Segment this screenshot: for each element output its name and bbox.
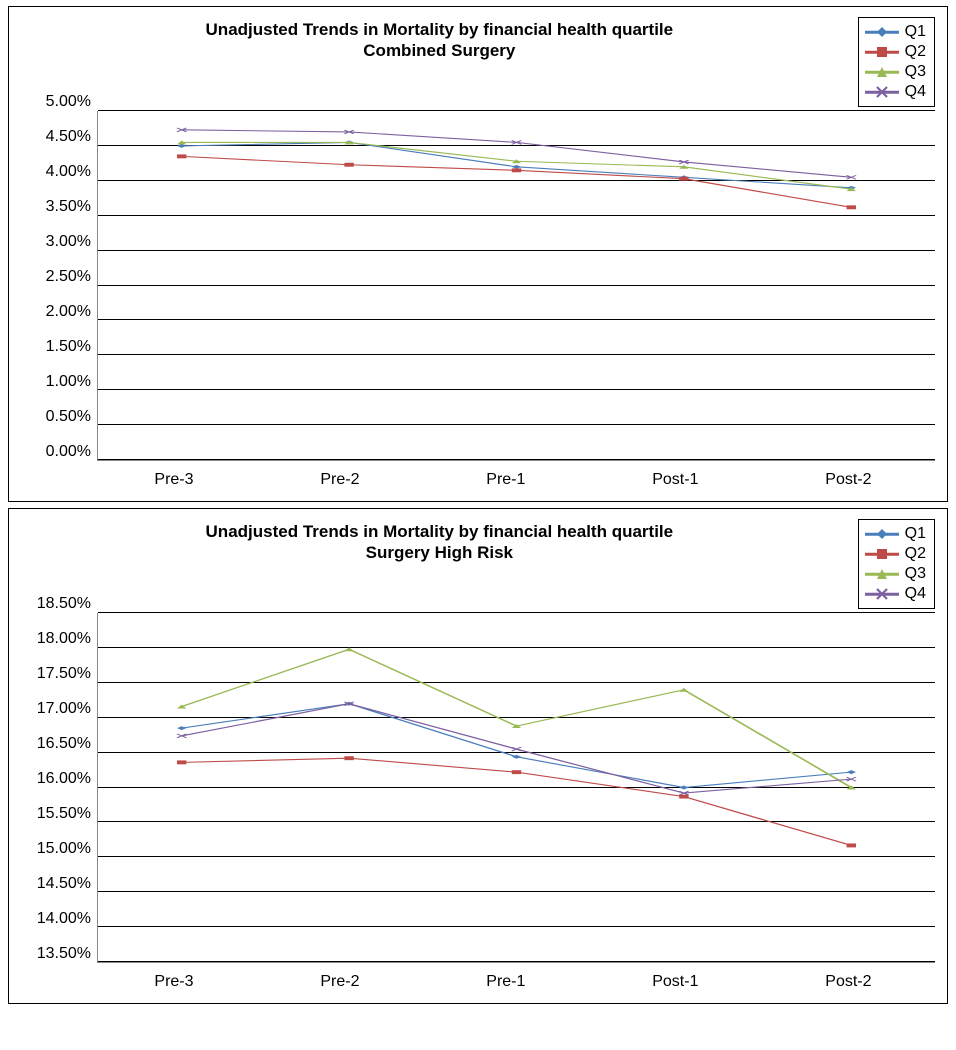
- series-marker-Q2: [847, 205, 856, 209]
- legend-item-Q1: Q1: [865, 22, 926, 42]
- chart-title: Unadjusted Trends in Mortality by financ…: [21, 519, 858, 564]
- series-marker-Q2: [679, 177, 688, 181]
- series-marker-Q2: [679, 795, 688, 799]
- legend-item-Q3: Q3: [865, 564, 926, 584]
- y-axis: 18.50%18.00%17.50%17.00%16.50%16.00%15.5…: [21, 613, 97, 963]
- chart-title: Unadjusted Trends in Mortality by financ…: [21, 17, 858, 62]
- x-category-label: Pre-1: [486, 973, 525, 991]
- series-marker-Q1: [512, 165, 521, 169]
- x-category-label: Pre-1: [486, 471, 525, 489]
- legend-item-Q4: Q4: [865, 584, 926, 604]
- legend-swatch: [865, 586, 899, 602]
- legend-swatch: [865, 24, 899, 40]
- series-marker-Q4: [177, 734, 186, 738]
- series-marker-Q2: [344, 163, 353, 167]
- plot-area: [97, 613, 935, 963]
- series-marker-Q4: [512, 747, 521, 751]
- series-marker-Q1: [177, 144, 186, 148]
- series-layer: [98, 613, 935, 962]
- x-category-label: Pre-2: [320, 471, 359, 489]
- series-layer: [98, 111, 935, 460]
- x-category-label: Pre-3: [154, 471, 193, 489]
- x-category-label: Post-1: [652, 471, 698, 489]
- legend: Q1 Q2 Q3 Q4: [858, 519, 935, 609]
- series-line-Q4: [182, 704, 852, 793]
- x-category-label: Pre-2: [320, 973, 359, 991]
- legend-swatch: [865, 84, 899, 100]
- series-marker-Q2: [177, 760, 186, 764]
- chart-combined-surgery: Unadjusted Trends in Mortality by financ…: [8, 6, 948, 502]
- legend-swatch: [865, 526, 899, 542]
- x-category-label: Post-2: [825, 471, 871, 489]
- legend-item-Q2: Q2: [865, 544, 926, 564]
- legend-swatch: [865, 44, 899, 60]
- series-marker-Q2: [847, 843, 856, 847]
- legend: Q1 Q2 Q3 Q4: [858, 17, 935, 107]
- legend-swatch: [865, 546, 899, 562]
- legend-label: Q3: [905, 63, 926, 81]
- legend-label: Q2: [905, 43, 926, 61]
- series-marker-Q2: [512, 168, 521, 172]
- x-axis: Pre-3 Pre-2 Pre-1 Post-1 Post-2: [21, 973, 935, 991]
- legend-label: Q1: [905, 525, 926, 543]
- legend-label: Q1: [905, 23, 926, 41]
- series-marker-Q1: [177, 726, 186, 730]
- series-marker-Q2: [344, 756, 353, 760]
- legend-label: Q4: [905, 83, 926, 101]
- plot-area: [97, 111, 935, 461]
- series-marker-Q3: [344, 647, 353, 651]
- series-line-Q3: [182, 649, 852, 787]
- legend-swatch: [865, 64, 899, 80]
- legend-item-Q2: Q2: [865, 42, 926, 62]
- legend-item-Q3: Q3: [865, 62, 926, 82]
- x-category-label: Pre-3: [154, 973, 193, 991]
- legend-label: Q4: [905, 585, 926, 603]
- legend-swatch: [865, 566, 899, 582]
- y-axis: 5.00%4.50%4.00%3.50%3.00%2.50%2.00%1.50%…: [21, 111, 97, 461]
- series-marker-Q1: [679, 786, 688, 790]
- legend-item-Q1: Q1: [865, 524, 926, 544]
- series-marker-Q2: [512, 770, 521, 774]
- x-category-label: Post-2: [825, 973, 871, 991]
- series-marker-Q2: [177, 154, 186, 158]
- series-marker-Q1: [847, 770, 856, 774]
- legend-item-Q4: Q4: [865, 82, 926, 102]
- legend-label: Q2: [905, 545, 926, 563]
- series-marker-Q3: [679, 688, 688, 692]
- x-axis: Pre-3 Pre-2 Pre-1 Post-1 Post-2: [21, 471, 935, 489]
- legend-label: Q3: [905, 565, 926, 583]
- x-category-label: Post-1: [652, 973, 698, 991]
- chart-surgery-high-risk: Unadjusted Trends in Mortality by financ…: [8, 508, 948, 1004]
